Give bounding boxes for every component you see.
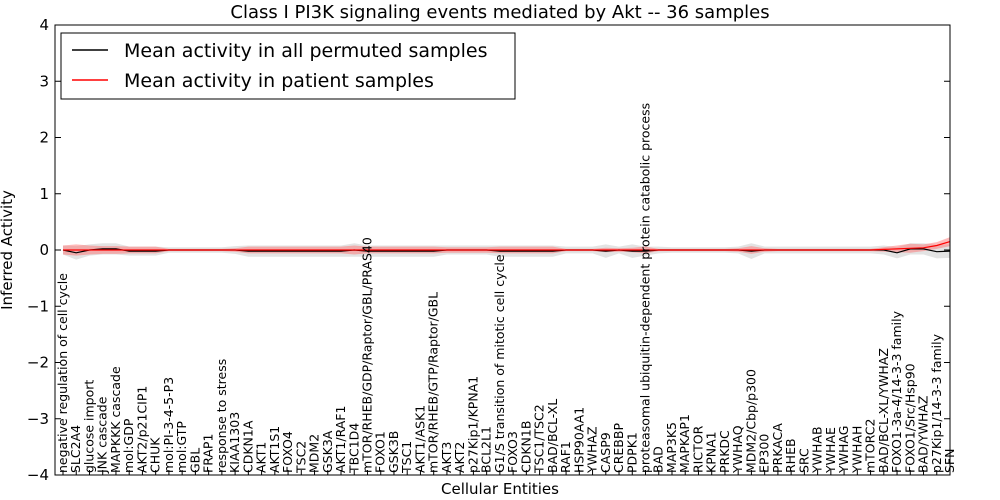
x-tick-label: HSP90AA1 [571, 407, 586, 473]
x-tick-label: CDKN1B [518, 421, 533, 473]
x-tick-label: FOXO1 [373, 431, 388, 473]
legend-box [60, 32, 516, 100]
y-axis-title: Inferred Activity [0, 190, 16, 310]
x-tick-label: FOXO3 [505, 431, 520, 473]
x-tick-label: CHUK [148, 437, 163, 473]
x-tick-label: AKT1S1 [267, 426, 282, 473]
line-patient-samples [63, 241, 951, 251]
x-tick-label: mol:GTP [174, 421, 189, 473]
x-tick-label: YWHAG [836, 426, 851, 474]
x-tick-label: mTORC2 [863, 419, 878, 473]
x-tick-label: TSC1/TSC2 [532, 404, 547, 474]
legend-label-permuted: Mean activity in all permuted samples [124, 40, 487, 62]
x-tick-label: FOXO1-3a-4/14-3-3 family [889, 310, 904, 473]
x-tick-label: p27Kip1/KPNA1 [465, 376, 480, 473]
x-tick-label: BAD [651, 446, 666, 473]
x-tick-label: PRKACA [770, 423, 785, 473]
x-tick-label: AKT3 [439, 442, 454, 473]
x-tick-label: MAP3K5 [664, 422, 679, 473]
y-tick-label: −3 [27, 410, 49, 428]
x-tick-label: PDPK1 [624, 432, 639, 473]
x-tick-label: PRKDC [717, 430, 732, 473]
x-tick-label: proteasomal ubiquitin-dependent protein … [638, 103, 653, 473]
x-tick-label: FRAP1 [201, 434, 216, 473]
x-tick-label: mTOR/RHEB/GTP/Raptor/GBL [426, 292, 441, 473]
x-tick-label: TSC2 [293, 441, 308, 474]
y-tick-label: −2 [27, 354, 49, 372]
x-tick-label: MAPKAP1 [677, 414, 692, 473]
x-tick-label: YWHAH [849, 426, 864, 474]
x-tick-label: GSK3B [386, 431, 401, 473]
x-tick-label: AKT1/RAF1 [333, 406, 348, 473]
x-tick-label: MDM2 [307, 434, 322, 473]
x-tick-label: RHEB [783, 438, 798, 473]
x-axis-title: Cellular Entities [441, 480, 559, 498]
x-tick-label: CREBBP [611, 423, 626, 473]
x-tick-label: SRC [796, 448, 811, 473]
x-tick-label: response to stress [214, 359, 229, 473]
x-tick-label: mTOR/RHEB/GDP/Raptor/GBL/PRAS40 [360, 237, 375, 473]
x-tick-label: KPNA1 [704, 431, 719, 473]
x-tick-label: FOXO4 [280, 431, 295, 473]
y-tick-label: 4 [39, 16, 49, 34]
x-tick-label: MAPKKK cascade [108, 366, 123, 473]
y-tick-label: 1 [39, 185, 49, 203]
x-tick-label: JNK cascade [95, 396, 110, 474]
x-tick-label: AKT1 [254, 442, 269, 473]
x-tick-label: negative regulation of cell cycle [55, 273, 70, 473]
x-tick-label: SFN [942, 449, 957, 473]
x-tick-label: AKT1/ASK1 [412, 405, 427, 473]
x-tick-label: YWHAQ [730, 425, 745, 474]
x-tick-label: mol:PI-3-4-5-P3 [161, 377, 176, 473]
x-tick-label: BCL2L1 [479, 426, 494, 473]
x-tick-label: GSK3A [320, 430, 335, 473]
x-tick-label: SLC2A4 [68, 425, 83, 473]
x-tick-label: AKT2 [452, 442, 467, 473]
x-tick-label: YWHAE [823, 427, 838, 474]
x-tick-label: BAD/YWHAZ [916, 396, 931, 473]
x-tick-label: KIAA1303 [227, 412, 242, 473]
x-axis-category-labels: negative regulation of cell cycleSLC2A4g… [55, 103, 957, 475]
y-tick-label: 2 [39, 129, 49, 147]
y-tick-label: 0 [39, 241, 49, 259]
chart-title: Class I PI3K signaling events mediated b… [230, 2, 769, 23]
x-tick-label: p27Kip1/14-3-3 family [929, 333, 944, 473]
series-lines [62, 241, 951, 254]
x-tick-label: BAD/BCL-XL [545, 399, 560, 473]
x-tick-label: TBC1D4 [346, 423, 361, 474]
legend: Mean activity in all permuted samples Me… [60, 32, 516, 100]
x-tick-label: YWHAB [810, 426, 825, 474]
x-tick-label: RAF1 [558, 441, 573, 473]
x-tick-label: G1/S transition of mitotic cell cycle [492, 254, 507, 473]
x-tick-label: RICTOR [691, 425, 706, 473]
x-tick-label: BAD/BCL-XL/YWHAZ [876, 348, 891, 473]
x-tick-label: TSC1 [399, 441, 414, 474]
y-tick-label: 3 [39, 72, 49, 90]
y-tick-label: −4 [27, 466, 49, 484]
x-tick-label: mol:GDP [121, 418, 136, 473]
legend-label-patient: Mean activity in patient samples [124, 70, 434, 92]
x-tick-label: YWHAZ [585, 426, 600, 474]
x-tick-label: EP300 [757, 434, 772, 473]
x-tick-label: MDM2/Cbp/p300 [743, 369, 758, 473]
x-tick-label: glucose import [82, 380, 97, 473]
x-tick-label: FOXO1/Src/Hsp90 [902, 363, 917, 473]
x-tick-label: CDKN1A [240, 420, 255, 473]
y-axis: −4 −3 −2 −1 0 1 2 3 4 [27, 16, 950, 484]
y-tick-label: −1 [27, 297, 49, 315]
x-tick-label: CASP9 [598, 432, 613, 473]
x-tick-label: GBL [187, 448, 202, 473]
x-tick-label: AKT2/p21CIP1 [134, 386, 149, 473]
